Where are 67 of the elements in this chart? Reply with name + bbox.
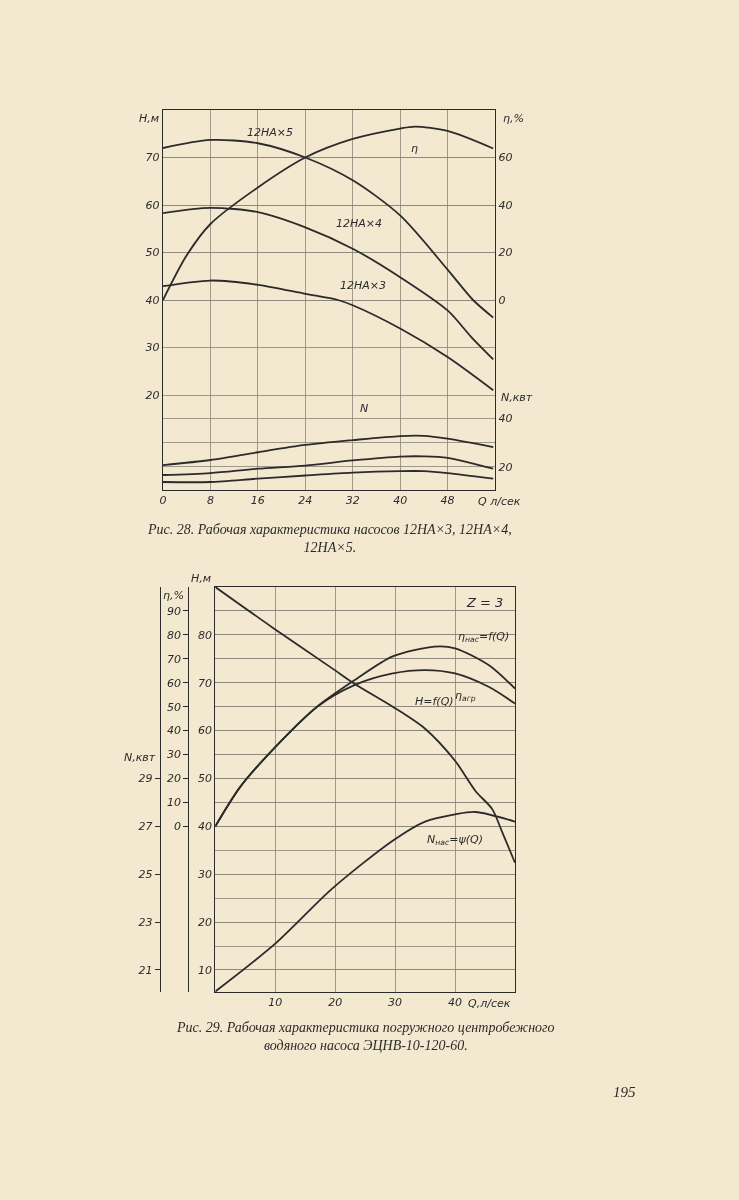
y-tick-label: 30 [145, 341, 160, 355]
y3-axis-title: N,квт [124, 751, 156, 764]
y-tick-label: 10 [197, 963, 212, 977]
series-label: H=f(Q) [415, 695, 454, 708]
series-label: 12НА×3 [340, 279, 387, 292]
y2-tick-label: 90 [166, 604, 181, 618]
x-tick-label: 40 [448, 996, 463, 1010]
text: 195 [613, 1084, 636, 1100]
x-tick-label: 10 [268, 996, 283, 1010]
y3-tick-label: 40 [498, 412, 513, 426]
y2-tick-label: 50 [166, 700, 181, 714]
y2-tick-label: 30 [166, 748, 181, 762]
y2-tick-label: 40 [166, 724, 181, 738]
y2-tick-label: 10 [166, 796, 181, 810]
y2-tick-label: 0 [498, 293, 506, 307]
x-tick-label: 30 [388, 996, 403, 1010]
y-axis-title: H,м [191, 572, 212, 585]
x-tick-label: 48 [440, 494, 455, 508]
y2-tick-label: 0 [173, 820, 181, 834]
x-tick-label: 24 [298, 494, 313, 508]
series-label: 12НА×5 [247, 126, 294, 139]
series-label: N$_{нас}$=ψ(Q) [427, 833, 483, 848]
y3-tick-label: 23 [138, 915, 153, 929]
y-tick-label: 70 [145, 151, 160, 165]
y-tick-label: 40 [197, 820, 212, 834]
y3-tick-label: 29 [138, 772, 153, 786]
y-tick-label: 40 [145, 293, 160, 307]
y2-tick-label: 60 [166, 676, 181, 690]
y-tick-label: 50 [145, 246, 160, 260]
y-tick-label: 30 [197, 868, 212, 882]
y2-tick-label: 80 [166, 628, 181, 642]
y2-axis-title: η,% [503, 112, 524, 125]
y2-tick-label: 70 [166, 652, 181, 666]
y3-tick-label: 27 [138, 820, 153, 834]
series-label: η$_{агр}$ [455, 689, 476, 704]
y-tick-label: 60 [145, 198, 160, 212]
x-tick-label: 20 [328, 996, 343, 1010]
y-tick-label: 60 [197, 724, 212, 738]
x-tick-label: 8 [206, 494, 214, 508]
annotation: Z = 3 [466, 595, 504, 610]
y3-tick-label: 21 [138, 963, 153, 977]
text: Рис. 28. Рабочая характеристика насосов 12НА×3, 12НА×4, 12НА×5. [147, 522, 512, 556]
y3-axis-title: N,квт [501, 391, 533, 404]
y2-tick-label: 20 [498, 246, 513, 260]
series-label: η$_{нас}$=f(Q) [458, 630, 510, 645]
y3-tick-label: 25 [138, 868, 153, 882]
y-tick-label: 70 [197, 676, 212, 690]
series-label: η [411, 142, 418, 155]
y-tick-label: 80 [197, 628, 212, 642]
y-tick-label: 20 [197, 915, 212, 929]
y-axis-title: H,м [139, 112, 160, 125]
x-axis-title: Q,л/сек [468, 997, 511, 1010]
text: Рис. 29. Рабочая характеристика погружного центробежного водяного насоса ЭЦНВ-10-120-60. [176, 1020, 555, 1054]
series-label: 12НА×4 [336, 217, 383, 230]
x-tick-label: 40 [393, 494, 408, 508]
x-axis-title: Q л/сек [478, 495, 521, 508]
y-tick-label: 50 [197, 772, 212, 786]
x-tick-label: 0 [159, 494, 167, 508]
annotation: N [360, 402, 369, 415]
y2-tick-label: 60 [498, 151, 513, 165]
x-tick-label: 32 [345, 494, 360, 508]
y2-tick-label: 40 [498, 198, 513, 212]
y-tick-label: 20 [145, 388, 160, 402]
y3-tick-label: 20 [498, 460, 513, 474]
x-tick-label: 16 [250, 494, 265, 508]
y2-axis-title: η,% [163, 589, 184, 602]
y2-tick-label: 20 [166, 772, 181, 786]
